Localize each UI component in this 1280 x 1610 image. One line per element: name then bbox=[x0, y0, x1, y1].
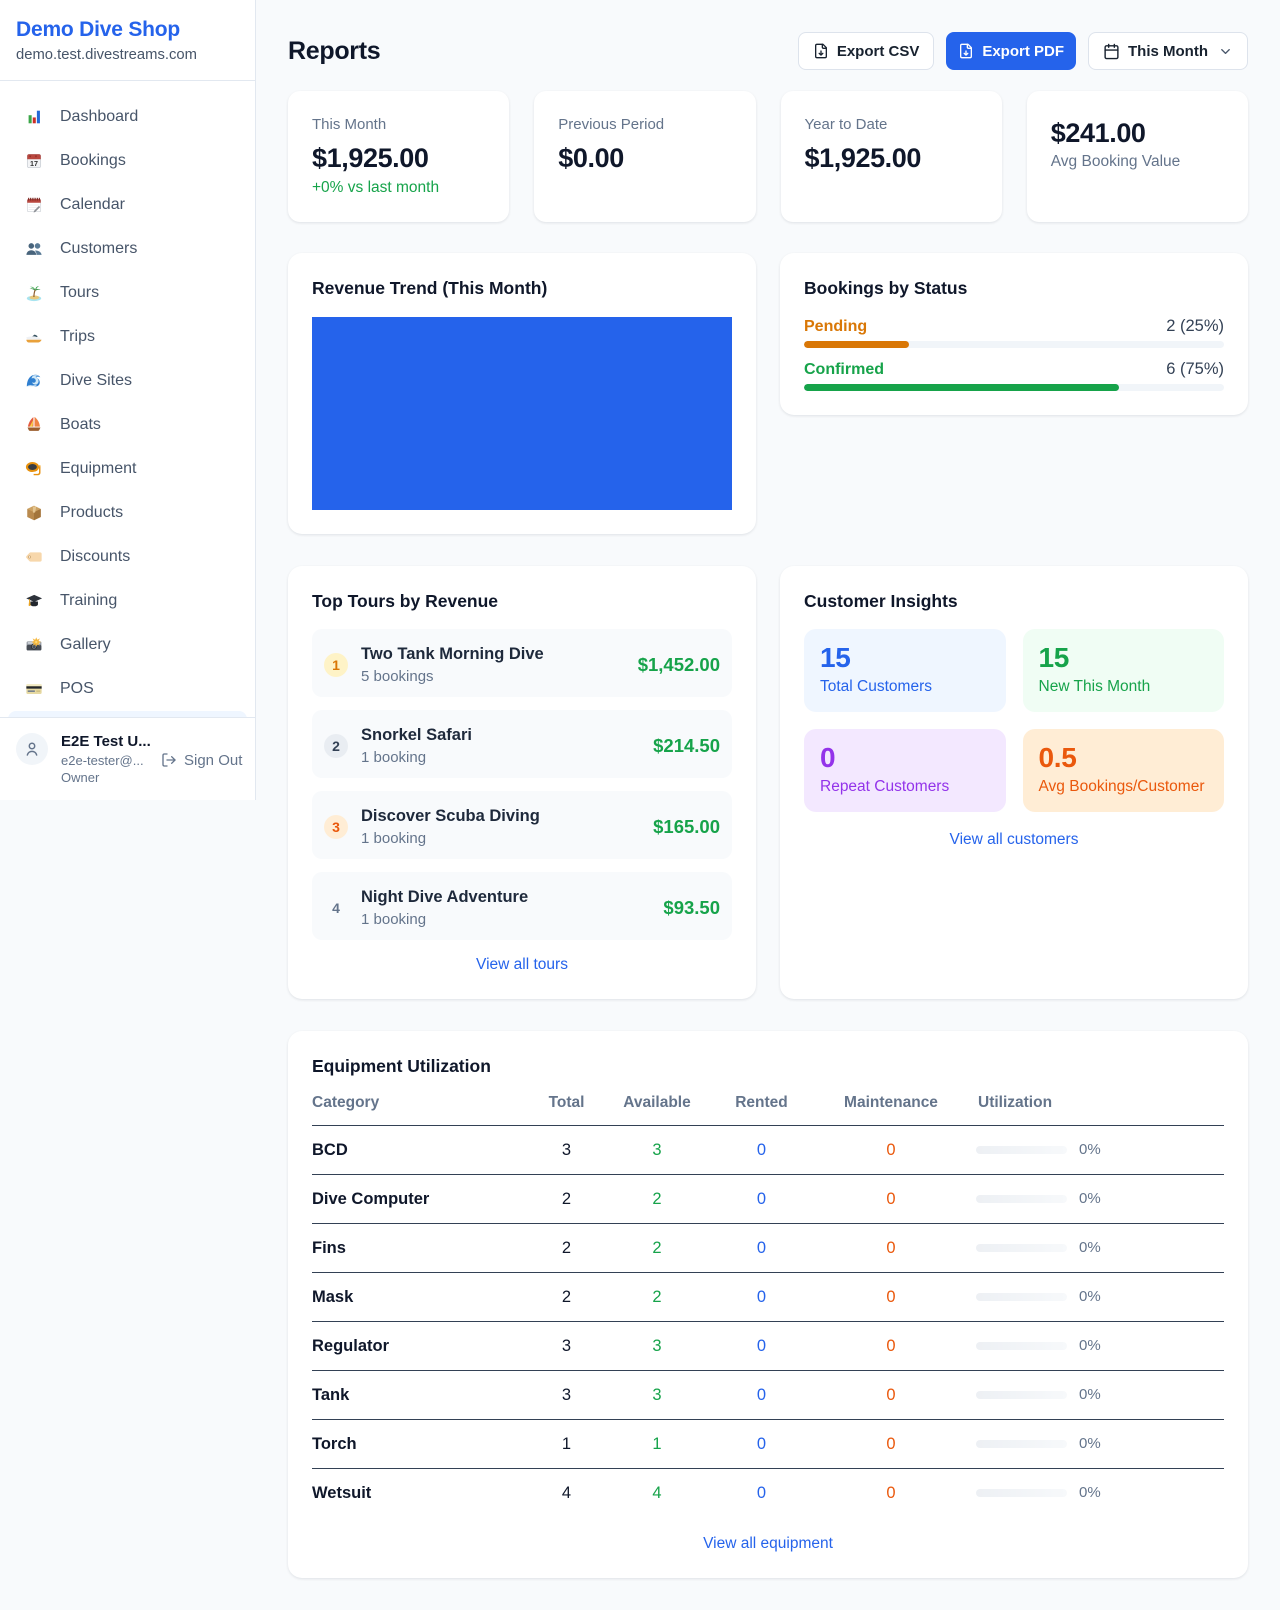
svg-text:17: 17 bbox=[30, 159, 38, 168]
